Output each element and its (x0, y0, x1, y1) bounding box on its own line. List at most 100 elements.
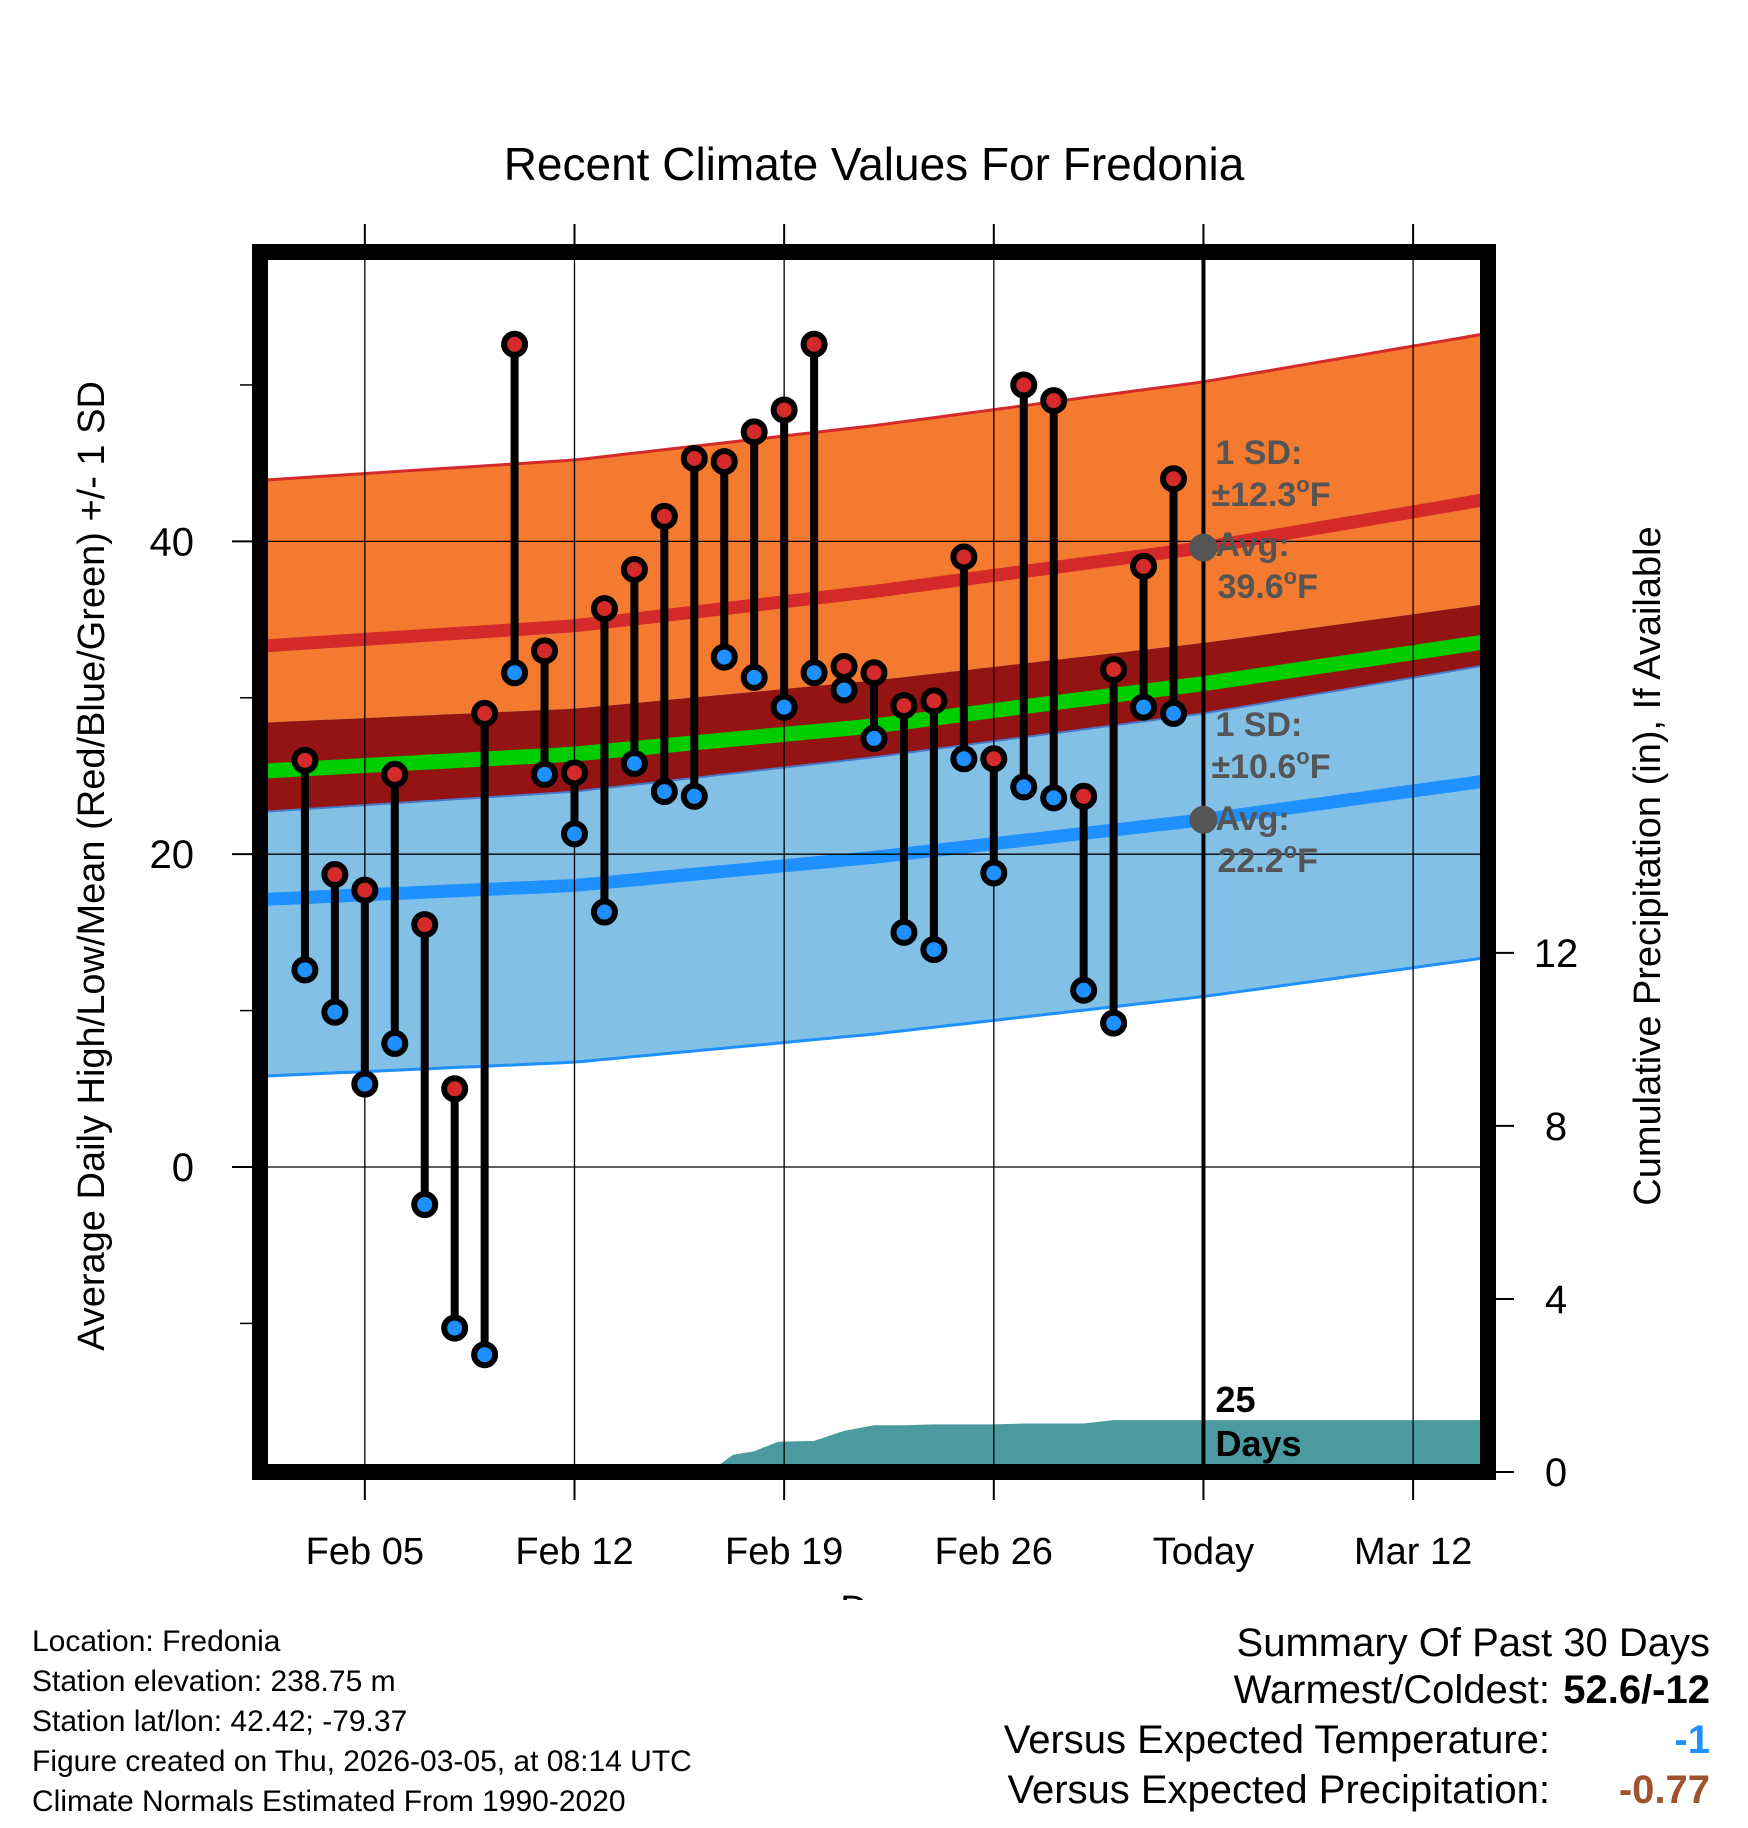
daily-high-point (920, 687, 948, 715)
daily-low-point (291, 956, 319, 984)
daily-high-point (800, 330, 828, 358)
daily-high-point (381, 760, 409, 788)
daily-high-point (860, 659, 888, 687)
x-axis-label: Day (840, 1589, 908, 1600)
daily-high-point (650, 502, 678, 530)
daily-low-point (830, 676, 858, 704)
chart-title: Recent Climate Values For Fredonia (504, 138, 1245, 190)
daily-low-point (860, 724, 888, 752)
y-axis-right-label: Cumulative Precipitation (in), If Availa… (1627, 526, 1669, 1205)
daily-high-point (1010, 371, 1038, 399)
x-tick-label: Mar 12 (1354, 1531, 1472, 1573)
daily-low-point (890, 918, 918, 946)
daily-high-point (560, 759, 588, 787)
daily-high-point (471, 699, 499, 727)
y-right-tick-label: 4 (1545, 1278, 1567, 1322)
daily-low-point (1070, 976, 1098, 1004)
daily-high-point (1160, 465, 1188, 493)
today-high-avg-marker (1189, 533, 1218, 562)
daily-low-point (1010, 773, 1038, 801)
high-band-lower-edge (259, 663, 1489, 813)
x-tick-label: Feb 26 (935, 1531, 1053, 1573)
daily-high-point (531, 637, 559, 665)
created-text: Figure created on Thu, 2026-03-05, at 08… (32, 1745, 692, 1778)
high-avg-title: Avg: (1215, 526, 1289, 564)
normals-text: Climate Normals Estimated From 1990-2020 (32, 1785, 626, 1818)
daily-low-point (590, 898, 618, 926)
daily-low-point (441, 1314, 469, 1342)
x-tick-label: Feb 19 (725, 1531, 843, 1573)
station-info: Location: Fredonia Station elevation: 23… (32, 1622, 692, 1822)
daily-high-point (501, 330, 529, 358)
location-text: Location: Fredonia (32, 1625, 281, 1658)
daily-low-point (920, 936, 948, 964)
days-count-label: 25 (1215, 1379, 1255, 1420)
y-tick-label: 40 (150, 520, 195, 564)
daily-high-point (740, 418, 768, 446)
summary-title: Summary Of Past 30 Days (1236, 1621, 1710, 1665)
daily-low-point (770, 693, 798, 721)
daily-high-point (291, 746, 319, 774)
y-right-tick-label: 0 (1545, 1451, 1567, 1495)
daily-high-point (770, 396, 798, 424)
precipitation-label: Versus Expected Precipitation: (1007, 1768, 1550, 1812)
y-axis-label: Average Daily High/Low/Mean (Red/Blue/Gr… (71, 381, 113, 1351)
low-sd-value: ±10.6oF (1211, 744, 1330, 786)
daily-low-point (950, 745, 978, 773)
daily-high-point (830, 652, 858, 680)
daily-high-point (890, 692, 918, 720)
elevation-text: Station elevation: 238.75 m (32, 1665, 396, 1698)
daily-high-point (1130, 552, 1158, 580)
high-sd-title: 1 SD: (1215, 434, 1302, 472)
daily-low-point (1040, 784, 1068, 812)
daily-low-point (560, 820, 588, 848)
y-tick-label: 20 (150, 833, 195, 877)
daily-high-point (441, 1075, 469, 1103)
y-right-tick-label: 8 (1545, 1105, 1567, 1149)
x-tick-label: Feb 12 (515, 1531, 633, 1573)
daily-low-point (1160, 699, 1188, 727)
low-avg-title: Avg: (1215, 800, 1289, 838)
daily-high-point (590, 595, 618, 623)
low-sd-title: 1 SD: (1215, 706, 1302, 744)
today-low-avg-marker (1189, 805, 1218, 834)
daily-low-point (740, 663, 768, 691)
daily-low-point (620, 749, 648, 777)
precipitation-value: -0.77 (1618, 1768, 1710, 1812)
high-sd-value: ±12.3oF (1211, 472, 1330, 514)
daily-low-point (501, 659, 529, 687)
daily-low-point (650, 778, 678, 806)
climate-chart: Recent Climate Values For Fredonia 1 SD:… (71, 138, 1669, 1600)
low-normal-line (259, 774, 1489, 906)
daily-high-point (321, 861, 349, 889)
daily-low-point (531, 760, 559, 788)
daily-high-point (1040, 387, 1068, 415)
daily-low-point (471, 1341, 499, 1369)
daily-low-point (1100, 1009, 1128, 1037)
daily-high-point (620, 556, 648, 584)
summary-panel: Summary Of Past 30 Days Warmest/Coldest:… (1004, 1618, 1710, 1818)
daily-high-point (351, 876, 379, 904)
temperature-value: -1 (1674, 1718, 1710, 1762)
high-normal-line (259, 492, 1490, 653)
y-right-tick-label: 12 (1534, 932, 1579, 976)
summary-row-warmest: Warmest/Coldest: 52.6/-12 (1004, 1668, 1710, 1718)
daily-low-point (980, 859, 1008, 887)
daily-high-point (980, 745, 1008, 773)
daily-low-point (381, 1029, 409, 1057)
daily-high-point (950, 543, 978, 571)
x-tick-label: Feb 05 (306, 1531, 424, 1573)
daily-low-point (411, 1191, 439, 1219)
low-band-lower-edge (259, 955, 1489, 1078)
daily-high-point (1070, 782, 1098, 810)
daily-low-point (321, 998, 349, 1026)
x-tick-label: Today (1153, 1531, 1254, 1573)
y-tick-label: 0 (172, 1146, 194, 1190)
plot-frame (252, 244, 1496, 1480)
daily-high-point (411, 911, 439, 939)
daily-low-point (1130, 693, 1158, 721)
daily-high-point (710, 448, 738, 476)
days-unit-label: Days (1215, 1423, 1301, 1464)
temperature-label: Versus Expected Temperature: (1003, 1718, 1550, 1762)
